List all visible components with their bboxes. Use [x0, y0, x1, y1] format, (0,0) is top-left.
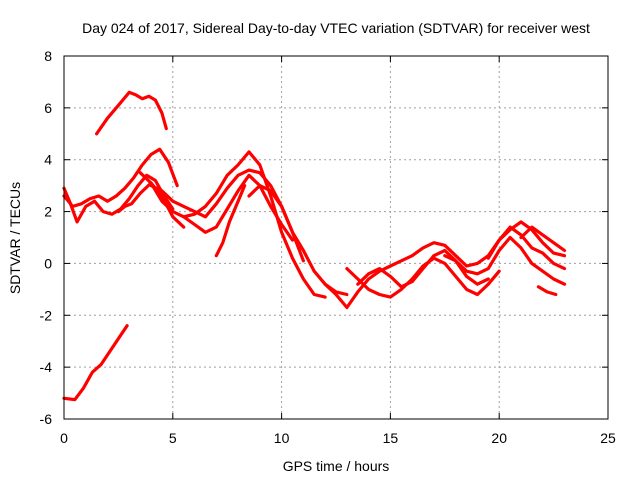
y-tick-label: 6: [44, 100, 52, 116]
series-arc-5: [116, 181, 186, 229]
series-arc-7: [149, 168, 349, 297]
x-tick-label: 0: [60, 430, 68, 446]
series-arc-1: [94, 90, 168, 136]
x-tick-label: 5: [169, 430, 177, 446]
series-arc-12: [345, 256, 501, 299]
series-arc-3: [62, 173, 175, 224]
plot-frame: [63, 55, 609, 420]
x-tick-label: 20: [491, 430, 507, 446]
data-series: [62, 90, 567, 402]
y-tick-label: -4: [40, 359, 53, 375]
y-tick-label: 4: [44, 152, 52, 168]
y-tick-label: 0: [44, 255, 52, 271]
grid: [64, 56, 608, 419]
x-axis-label: GPS time / hours: [283, 458, 390, 474]
x-tick-label: 25: [600, 430, 616, 446]
chart-title: Day 024 of 2017, Sidereal Day-to-day VTE…: [82, 20, 590, 36]
y-tick-label: 8: [44, 48, 52, 64]
y-tick-label: -6: [40, 411, 53, 427]
y-tick-label: 2: [44, 204, 52, 220]
x-tick-label: 15: [383, 430, 399, 446]
series-arc-8: [182, 173, 295, 242]
series-arc-11: [323, 220, 567, 310]
axis-ticks: 0 5 10 15 20 25 -6 -4 -2 0 2 4 6 8: [40, 48, 616, 446]
x-tick-label: 10: [274, 430, 290, 446]
y-axis-label: SDTVAR / TECUs: [7, 182, 23, 294]
series-arc-9: [214, 184, 247, 258]
series-arc-17: [536, 285, 558, 297]
series-arc-6: [138, 150, 327, 299]
series-arc-4: [62, 147, 179, 208]
series-arc-14: [443, 235, 567, 286]
y-tick-label: -2: [40, 307, 53, 323]
series-arc-13: [356, 248, 490, 289]
series-arc-16: [519, 225, 567, 253]
series-arc-10: [247, 184, 305, 263]
series-arc-15: [486, 225, 567, 271]
series-arc-2: [62, 324, 129, 402]
